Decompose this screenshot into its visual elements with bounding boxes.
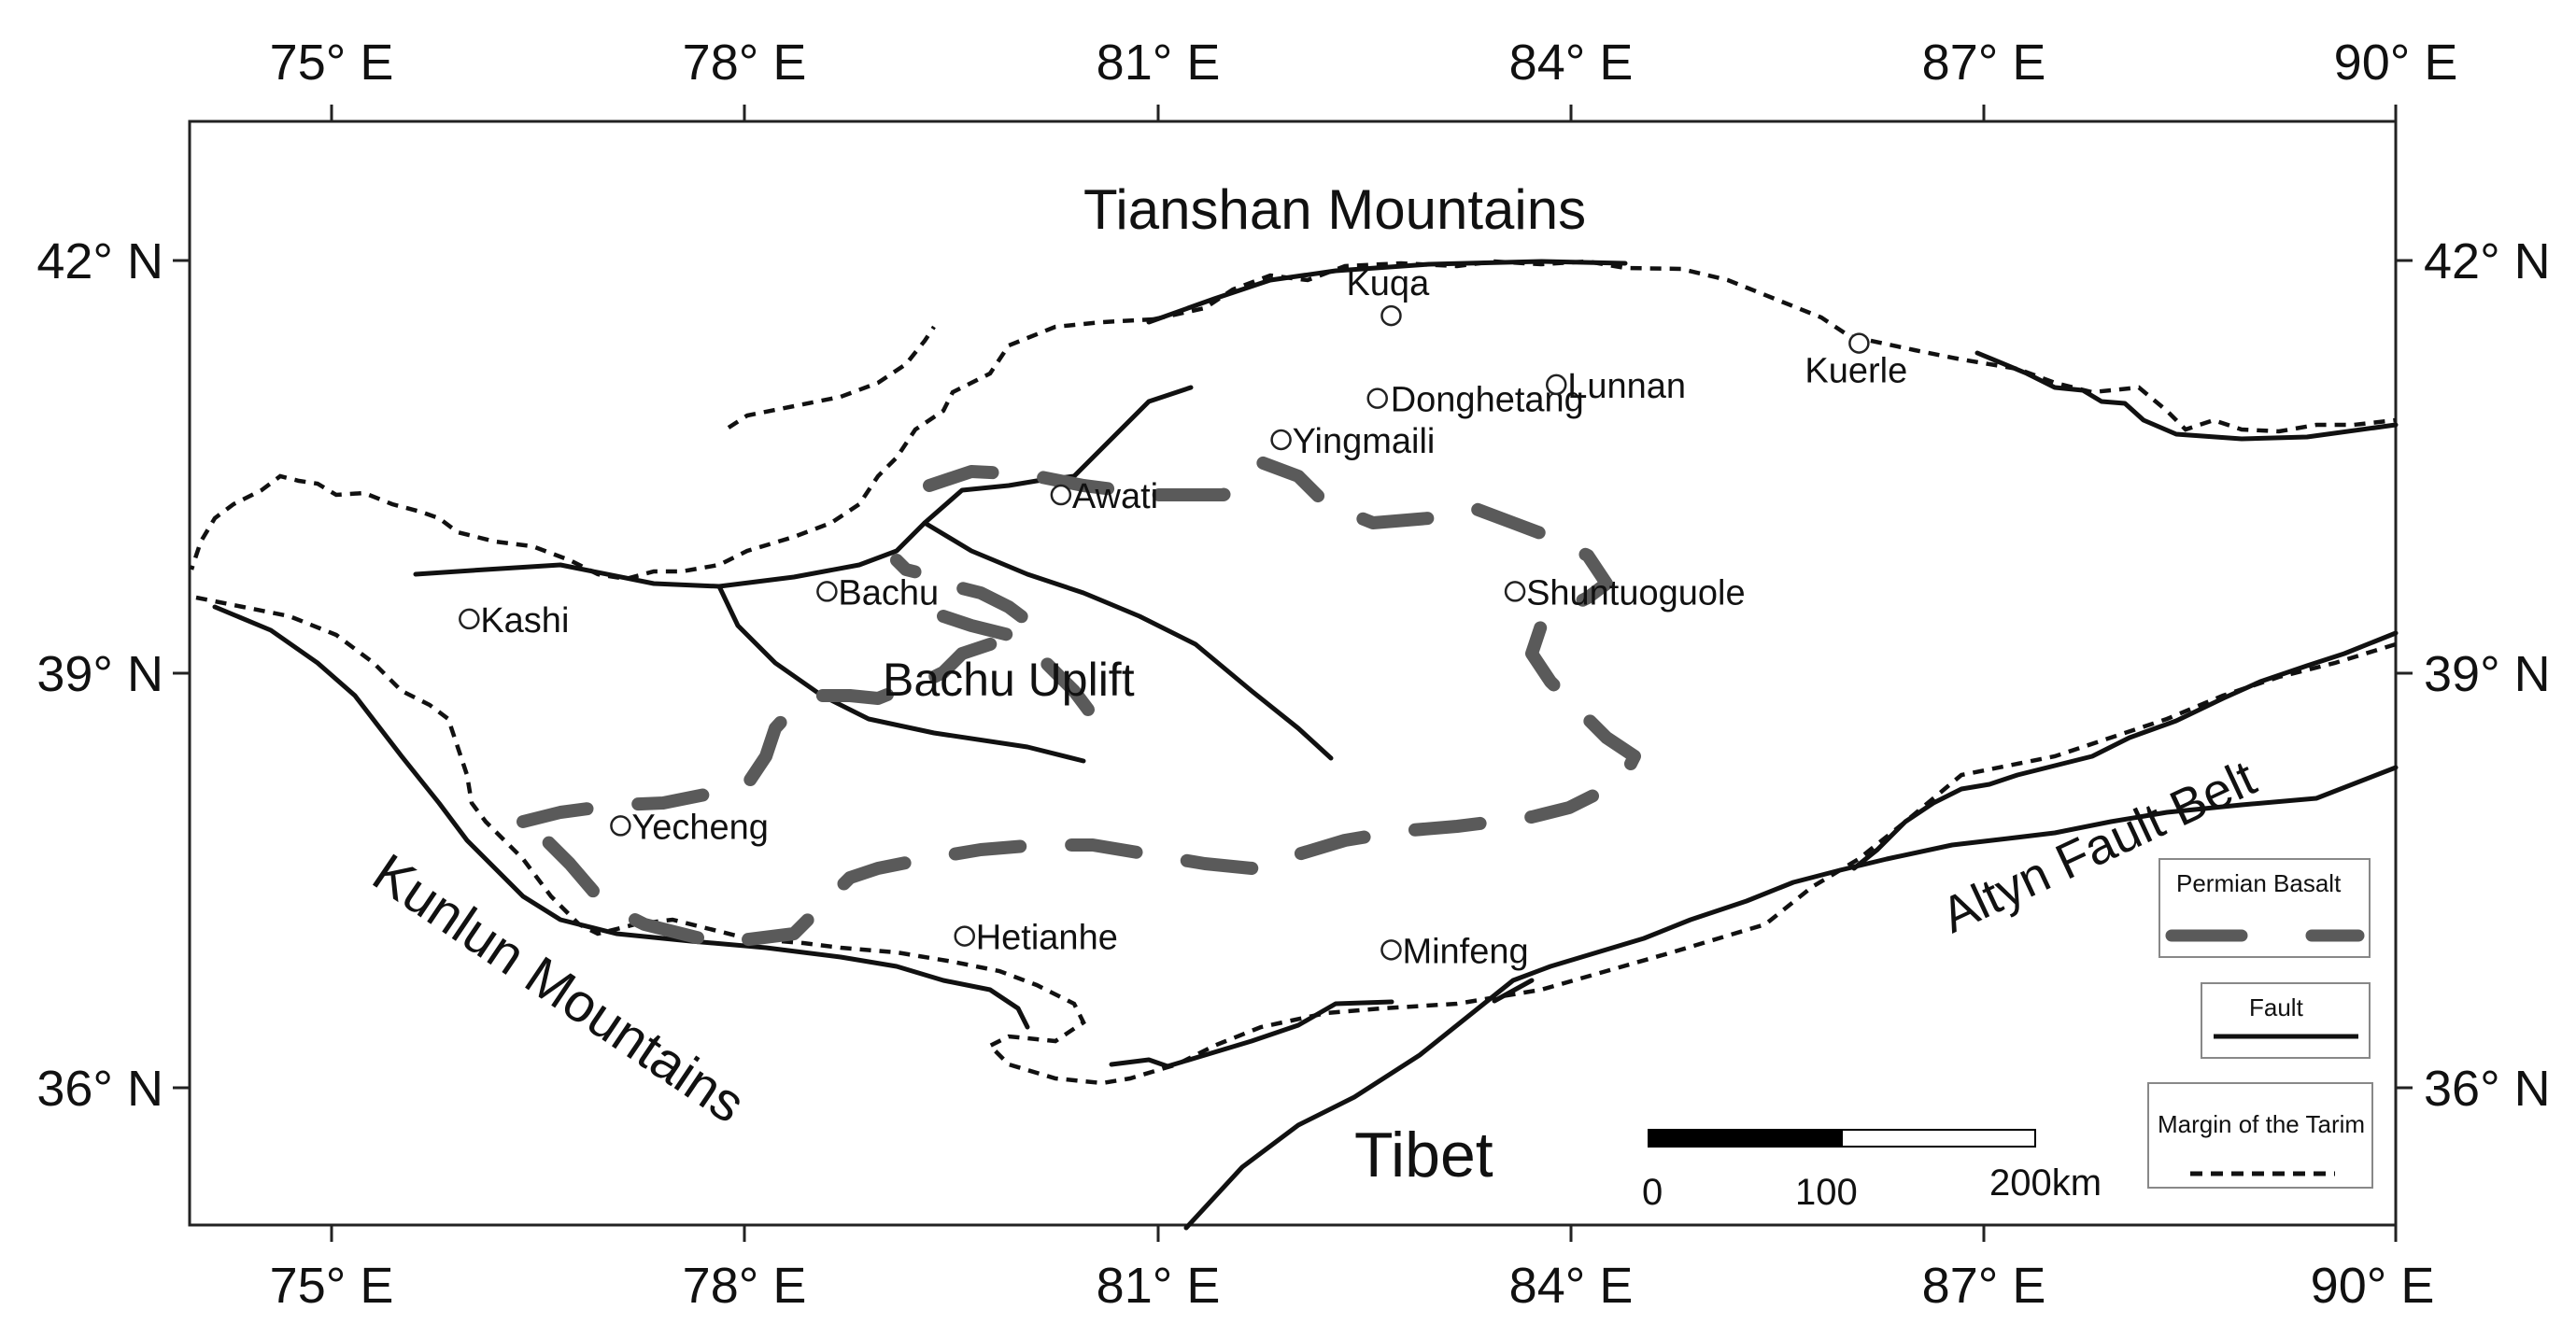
lat-labels-left: 42° N 39° N 36° N bbox=[36, 233, 163, 1117]
city-label-awati: Awati bbox=[1072, 477, 1158, 516]
lat-tick-label: 39° N bbox=[36, 646, 163, 702]
city-label-kuerle: Kuerle bbox=[1805, 352, 1907, 391]
city-marker-yingmaili bbox=[1270, 429, 1292, 451]
city-marker-kuerle bbox=[1848, 332, 1870, 354]
legend-margin-label: Margin of the Tarim bbox=[2158, 1110, 2365, 1138]
lat-tick-label: 42° N bbox=[36, 233, 163, 289]
city-marker-shuntuoguole bbox=[1504, 581, 1526, 602]
lon-tick-label: 84° E bbox=[1509, 35, 1634, 91]
lat-tick-label: 42° N bbox=[2424, 233, 2551, 289]
city-label-minfeng: Minfeng bbox=[1402, 932, 1528, 971]
city-label-shuntuoguole: Shuntuoguole bbox=[1526, 573, 1746, 613]
lon-tick-label: 75° E bbox=[270, 35, 394, 91]
city-label-bachu: Bachu bbox=[838, 573, 939, 613]
city-label-yecheng: Yecheng bbox=[631, 808, 769, 847]
lon-tick-label: 84° E bbox=[1509, 1258, 1634, 1314]
lon-tick-label: 81° E bbox=[1097, 1258, 1221, 1314]
legend-basalt-label: Permian Basalt bbox=[2176, 869, 2342, 897]
lon-tick-label: 75° E bbox=[270, 1258, 394, 1314]
region-label-bachu-uplift: Bachu Uplift bbox=[883, 654, 1135, 706]
city-marker-hetianhe bbox=[954, 925, 975, 947]
scale-label-100: 100 bbox=[1795, 1172, 1858, 1213]
city-marker-bachu bbox=[816, 581, 838, 602]
city-label-lunnan: Lunnan bbox=[1567, 367, 1686, 406]
city-label-yingmaili: Yingmaili bbox=[1293, 422, 1436, 461]
city-marker-yecheng bbox=[610, 815, 631, 837]
lat-tick-label: 39° N bbox=[2424, 646, 2551, 702]
map-frame bbox=[188, 120, 2398, 1227]
city-marker-kuqa bbox=[1380, 304, 1402, 327]
scale-label-200: 200km bbox=[1989, 1162, 2102, 1204]
lon-tick-label: 78° E bbox=[683, 1258, 807, 1314]
scale-label-0: 0 bbox=[1642, 1172, 1663, 1213]
city-marker-minfeng bbox=[1380, 939, 1402, 961]
legend-margin-box bbox=[2147, 1082, 2373, 1189]
scale-bar-white bbox=[1841, 1129, 2036, 1148]
lon-labels-bottom: 75° E 78° E 81° E 84° E 87° E 90° E bbox=[270, 1258, 2435, 1314]
axis-ticks bbox=[173, 105, 2413, 1242]
city-label-kuqa: Kuqa bbox=[1346, 264, 1430, 303]
lon-tick-label: 87° E bbox=[1922, 35, 2046, 91]
city-label-hetianhe: Hetianhe bbox=[976, 919, 1118, 958]
lon-tick-label: 81° E bbox=[1097, 35, 1221, 91]
lon-tick-label: 90° E bbox=[2334, 35, 2458, 91]
permian-basalt-boundary bbox=[517, 456, 1641, 950]
region-label-kunlun: Kunlun Mountains bbox=[362, 842, 756, 1135]
city-marker-lunnan bbox=[1546, 373, 1567, 396]
faults bbox=[212, 259, 2399, 1231]
legend-fault-label: Fault bbox=[2249, 993, 2304, 1021]
lon-tick-label: 78° E bbox=[683, 35, 807, 91]
city-marker-awati bbox=[1050, 484, 1072, 506]
lon-labels-top: 75° E 78° E 81° E 84° E 87° E 90° E bbox=[270, 35, 2458, 91]
scale-bar-black bbox=[1648, 1129, 1843, 1148]
city-marker-donghetang bbox=[1366, 387, 1388, 409]
lat-labels-right: 42° N 39° N 36° N bbox=[2424, 233, 2551, 1117]
lat-tick-label: 36° N bbox=[2424, 1061, 2551, 1117]
lon-tick-label: 87° E bbox=[1922, 1258, 2046, 1314]
legend-fault-box bbox=[2201, 982, 2371, 1059]
scale-bar: 0 100 200km bbox=[1642, 1129, 2102, 1213]
region-label-tibet: Tibet bbox=[1354, 1120, 1493, 1190]
lon-tick-label: 90° E bbox=[2311, 1258, 2435, 1314]
city-label-kashi: Kashi bbox=[480, 601, 569, 641]
city-marker-kashi bbox=[459, 608, 480, 630]
legend: Permian Basalt Fault Margin of the Tarim bbox=[2147, 858, 2373, 1189]
lat-tick-label: 36° N bbox=[36, 1061, 163, 1117]
region-label-tianshan: Tianshan Mountains bbox=[1083, 178, 1586, 241]
